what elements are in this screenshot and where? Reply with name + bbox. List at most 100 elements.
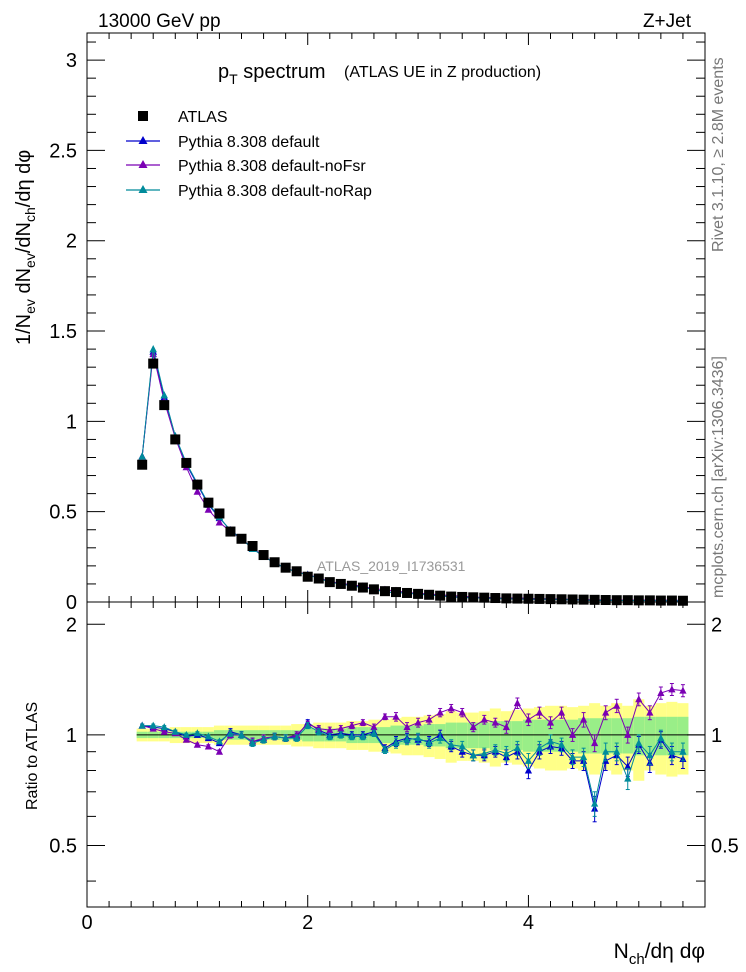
ratio-y-tick-label-right: 2 xyxy=(711,614,722,636)
ratio-series-point-2 xyxy=(248,739,257,747)
atlas-data-point xyxy=(391,587,401,598)
ratio-series-point-2 xyxy=(502,749,510,757)
stat-uncertainty-band xyxy=(522,719,534,752)
y-tick-label: 2.5 xyxy=(49,140,77,162)
ratio-series-point-2 xyxy=(568,753,577,761)
ratio-series-point-1 xyxy=(635,695,643,703)
stat-uncertainty-band xyxy=(644,716,656,756)
atlas-data-point xyxy=(214,508,225,519)
ratio-series-point-2 xyxy=(425,739,433,747)
ratio-y-tick-label-left: 2 xyxy=(66,614,77,636)
atlas-data-point xyxy=(368,584,379,595)
ratio-series-point-2 xyxy=(304,721,312,729)
ratio-series-point-2 xyxy=(149,721,157,729)
ratio-series-point-2 xyxy=(182,730,190,738)
ratio-series-point-2 xyxy=(160,723,168,731)
title-sub: T xyxy=(229,71,238,87)
main-series-point-1 xyxy=(204,505,213,513)
ylabel-part-0: ev xyxy=(22,299,38,314)
atlas-data-point xyxy=(413,588,424,599)
ratio-series-point-1 xyxy=(491,718,499,726)
rivet-label: Rivet 3.1.10, ≥ 2.8M events xyxy=(710,57,727,252)
atlas-data-point xyxy=(269,557,280,568)
stat-uncertainty-band xyxy=(556,719,568,752)
analysis-watermark: ATLAS_2019_I1736531 xyxy=(317,558,466,574)
ratio-series-point-1 xyxy=(657,689,665,697)
ratio-series-point-1 xyxy=(215,747,224,755)
ratio-series-point-2 xyxy=(624,774,632,782)
plot-subtitle: (ATLAS UE in Z production) xyxy=(344,64,541,81)
atlas-data-point xyxy=(357,582,368,593)
title-rest: spectrum xyxy=(238,61,326,83)
energy-label: 13000 GeV pp xyxy=(98,11,221,32)
atlas-data-point xyxy=(468,592,479,603)
atlas-data-point xyxy=(192,479,203,490)
ratio-series-point-1 xyxy=(337,724,345,732)
atlas-data-point xyxy=(247,541,258,552)
atlas-data-point xyxy=(379,586,390,597)
x-tick-label: 4 xyxy=(523,912,534,934)
xlabel-sub: ch xyxy=(629,951,645,968)
atlas-data-point xyxy=(578,594,589,605)
atlas-data-point xyxy=(446,591,457,602)
ratio-series-point-1 xyxy=(546,718,555,726)
ratio-series-point-2 xyxy=(535,744,544,752)
ratio-series-point-1 xyxy=(591,739,599,747)
ratio-series-point-2 xyxy=(359,732,367,740)
ratio-series-point-1 xyxy=(513,699,521,707)
ratio-series-point-1 xyxy=(646,708,654,716)
ratio-y-tick-label-right: 1 xyxy=(711,725,722,747)
atlas-data-point xyxy=(302,571,313,582)
title-main: p xyxy=(218,61,229,83)
ratio-series-point-1 xyxy=(668,685,676,693)
stat-uncertainty-band xyxy=(666,716,678,756)
ratio-panel-data xyxy=(138,682,687,823)
ylabel-part-2: ev xyxy=(22,253,38,268)
ratio-series-point-1 xyxy=(469,723,477,731)
ratio-series-point-2 xyxy=(293,734,301,742)
ratio-series-point-2 xyxy=(635,739,643,747)
atlas-data-point xyxy=(346,580,357,591)
ratio-series-point-2 xyxy=(326,732,334,740)
ratio-series-point-2 xyxy=(602,747,610,755)
ratio-series-point-1 xyxy=(425,715,433,723)
atlas-data-point xyxy=(280,562,291,573)
atlas-data-point xyxy=(236,533,247,544)
atlas-data-point xyxy=(148,358,159,369)
ratio-series-point-2 xyxy=(370,729,378,737)
ratio-series-point-2 xyxy=(259,735,268,743)
ratio-series-point-2 xyxy=(469,751,477,759)
ratio-series-point-1 xyxy=(580,715,588,723)
ratio-series-point-2 xyxy=(679,747,687,755)
axes-and-ticks: 0 2 400.511.522.530.5 0.51 12 2 xyxy=(49,32,739,934)
stat-uncertainty-band xyxy=(611,718,623,754)
atlas-data-point xyxy=(435,590,446,601)
ratio-series-point-2 xyxy=(193,729,201,737)
y-tick-label: 0.5 xyxy=(49,502,77,524)
ratio-series-point-2 xyxy=(414,734,422,742)
x-tick-label: 0 xyxy=(81,912,92,934)
legend-label-norap: Pythia 8.308 default-noRap xyxy=(178,183,372,200)
y-tick-label: 1 xyxy=(66,411,77,433)
atlas-data-point xyxy=(424,589,435,600)
atlas-data-point xyxy=(313,573,324,584)
main-series-point-2 xyxy=(138,452,146,460)
ratio-y-tick-label-right: 0.5 xyxy=(711,835,739,857)
atlas-data-point xyxy=(402,587,413,598)
ylabel-part-4: ch xyxy=(22,207,38,222)
stat-uncertainty-band xyxy=(578,718,590,754)
legend-marker-default xyxy=(138,136,148,144)
main-series-point-1 xyxy=(193,487,202,495)
atlas-data-point xyxy=(622,595,633,606)
ratio-series-point-1 xyxy=(160,727,168,735)
ratio-series-point-2 xyxy=(337,730,345,738)
legend-marker-atlas xyxy=(138,111,148,121)
stat-uncertainty-band xyxy=(445,722,457,749)
legend-label-atlas: ATLAS xyxy=(178,109,228,126)
ratio-series-point-2 xyxy=(646,751,654,759)
atlas-data-point xyxy=(600,595,611,606)
ratio-series-point-1 xyxy=(403,723,411,731)
ratio-series-point-1 xyxy=(447,704,455,712)
x-tick-label: 2 xyxy=(302,912,313,934)
xlabel-rest: /dη dφ xyxy=(645,940,705,963)
